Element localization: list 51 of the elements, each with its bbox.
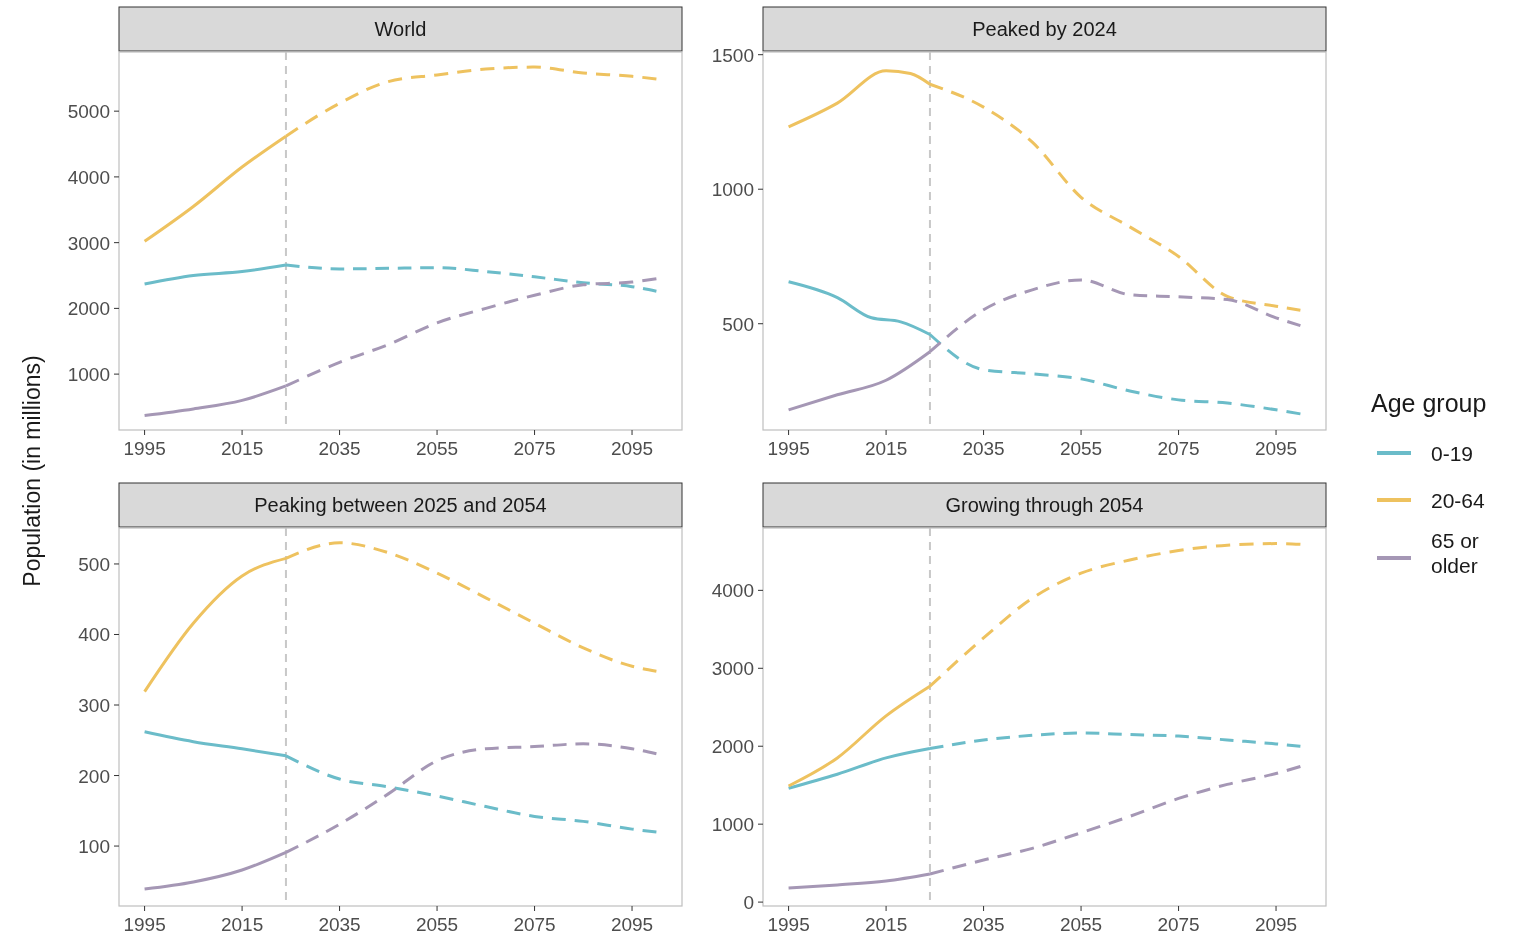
x-tick-label: 2055 <box>415 914 459 935</box>
legend-label: 65 or older <box>1431 529 1479 577</box>
x-tick-label: 1995 <box>767 438 810 459</box>
y-tick-label: 1000 <box>67 364 110 386</box>
x-tick-label: 2095 <box>1254 438 1298 459</box>
x-tick-label: 2055 <box>1059 438 1103 459</box>
y-tick-label: 3000 <box>67 232 110 254</box>
y-tick-label: 3000 <box>711 658 754 680</box>
x-tick-label: 2095 <box>1254 914 1298 935</box>
y-tick-label: 100 <box>78 836 110 858</box>
y-tick-label: 2000 <box>711 736 754 758</box>
x-tick-label: 2055 <box>1059 914 1103 935</box>
x-tick-label: 1995 <box>123 914 166 935</box>
y-tick-label: 400 <box>78 624 110 646</box>
y-tick-label: 1000 <box>711 179 754 201</box>
x-tick-label: 2035 <box>962 438 1005 459</box>
x-tick-label: 2035 <box>962 914 1005 935</box>
y-tick-label: 0 <box>743 892 754 914</box>
x-tick-label: 2035 <box>318 438 361 459</box>
chart-title: Peaked by 2024 <box>972 18 1117 40</box>
legend-label: 0-19 <box>1431 442 1474 465</box>
y-tick-label: 300 <box>78 695 110 717</box>
legend-title: Age group <box>1371 389 1487 417</box>
chart-title: Peaking between 2025 and 2054 <box>254 494 547 516</box>
x-tick-label: 2075 <box>1157 914 1200 935</box>
x-tick-label: 2095 <box>610 914 654 935</box>
y-tick-label: 1000 <box>711 814 754 836</box>
x-tick-label: 2075 <box>513 914 556 935</box>
x-tick-label: 2015 <box>220 914 264 935</box>
x-tick-label: 2095 <box>610 438 654 459</box>
chart-title: World <box>374 18 427 40</box>
y-tick-label: 200 <box>78 765 110 787</box>
y-tick-label: 5000 <box>67 101 110 123</box>
y-tick-label: 1500 <box>711 44 754 66</box>
x-tick-label: 2055 <box>415 438 459 459</box>
y-tick-label: 2000 <box>67 298 110 320</box>
x-tick-label: 2015 <box>864 914 908 935</box>
x-tick-label: 2075 <box>1157 438 1200 459</box>
y-tick-label: 4000 <box>67 166 110 188</box>
chart-title: Growing through 2054 <box>945 494 1144 516</box>
y-tick-label: 4000 <box>711 580 754 602</box>
y-axis-title: Population (in millions) <box>19 355 45 587</box>
legend-label: 20-64 <box>1431 489 1486 512</box>
y-tick-label: 500 <box>722 313 754 335</box>
x-tick-label: 2035 <box>318 914 361 935</box>
x-tick-label: 1995 <box>123 438 166 459</box>
x-tick-label: 2075 <box>513 438 556 459</box>
x-tick-label: 2015 <box>220 438 264 459</box>
y-tick-label: 500 <box>78 553 110 575</box>
x-tick-label: 1995 <box>767 914 810 935</box>
x-tick-label: 2015 <box>864 438 908 459</box>
